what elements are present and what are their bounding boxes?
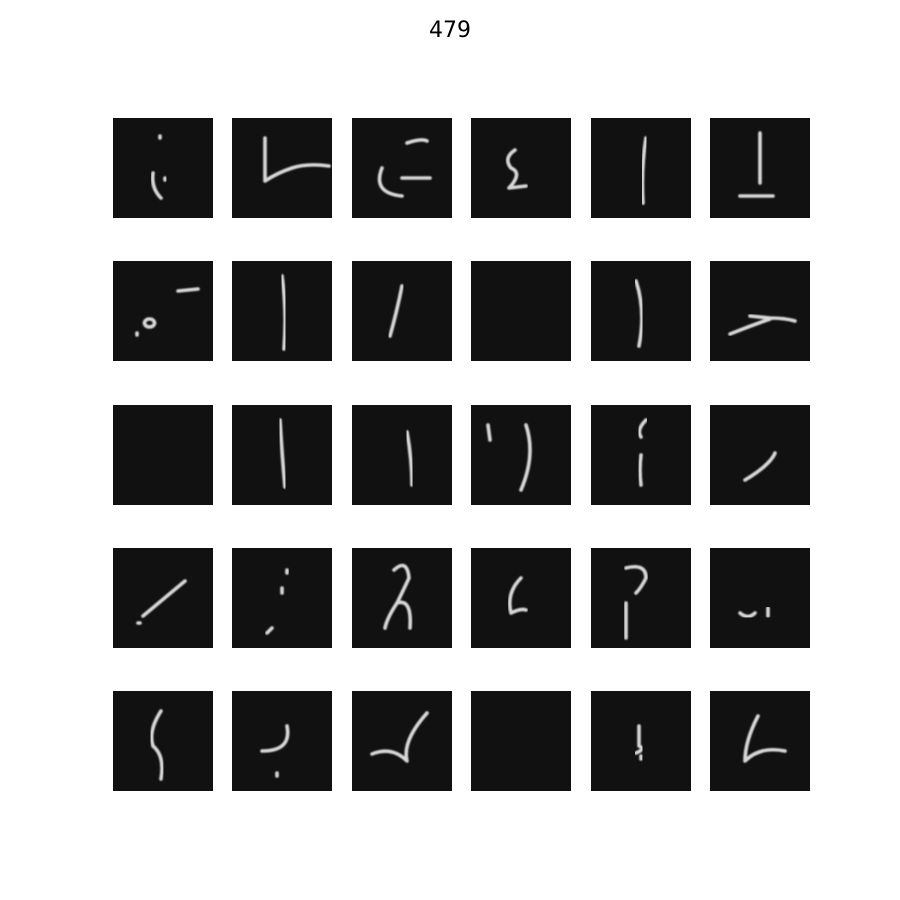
digit-stroke	[388, 284, 404, 338]
sample-tile	[591, 548, 691, 648]
sample-tile	[113, 405, 213, 505]
tile-background	[710, 405, 810, 505]
tile-background	[710, 261, 810, 361]
digit-stroke	[383, 563, 413, 630]
sample-tile	[710, 261, 810, 361]
tile-background	[591, 691, 691, 791]
tile-background	[232, 548, 332, 648]
figure-title: 479	[429, 18, 471, 43]
sample-tile	[113, 261, 213, 361]
sample-tile	[352, 118, 452, 218]
sample-tile	[471, 261, 571, 361]
sample-tile	[710, 548, 810, 648]
digit-stroke	[370, 711, 429, 763]
digit-stroke	[743, 451, 777, 482]
digit-stroke	[634, 279, 644, 348]
sample-tile	[591, 261, 691, 361]
digit-stroke	[728, 314, 797, 336]
digit-stroke	[280, 274, 287, 351]
tile-background	[352, 118, 452, 218]
sample-tile	[591, 118, 691, 218]
tile-background	[113, 405, 213, 505]
sample-tile	[352, 548, 452, 648]
tile-background	[352, 405, 452, 505]
tile-background	[471, 548, 571, 648]
sample-tile	[471, 548, 571, 648]
sample-tile	[710, 405, 810, 505]
tile-background	[113, 261, 213, 361]
sample-tile	[352, 691, 452, 791]
digit-stroke	[738, 606, 770, 619]
tile-background	[591, 118, 691, 218]
sample-tile	[113, 691, 213, 791]
digit-stroke	[640, 136, 648, 205]
tile-background	[352, 691, 452, 791]
sample-tile	[113, 548, 213, 648]
digit-stroke	[135, 287, 200, 337]
sample-tile	[232, 548, 332, 648]
sample-tile	[113, 118, 213, 218]
sample-tile	[710, 691, 810, 791]
tile-background	[710, 691, 810, 791]
sample-tile	[710, 118, 810, 218]
tile-background	[591, 548, 691, 648]
digit-stroke	[405, 430, 414, 487]
digit-stroke	[278, 418, 287, 489]
digit-stroke	[265, 568, 289, 635]
sample-grid	[113, 118, 810, 791]
tile-background	[352, 261, 452, 361]
sample-tile	[232, 261, 332, 361]
sample-tile	[352, 261, 452, 361]
sample-tile	[591, 405, 691, 505]
digit-stroke	[260, 724, 290, 778]
sample-tile	[232, 405, 332, 505]
sample-tile	[471, 405, 571, 505]
tile-background	[471, 118, 571, 218]
digit-stroke	[738, 131, 775, 198]
digit-stroke	[624, 564, 648, 640]
digit-stroke	[136, 579, 187, 625]
tile-background	[352, 548, 452, 648]
tile-background	[232, 118, 332, 218]
digit-stroke	[150, 134, 167, 200]
sample-tile	[471, 691, 571, 791]
tile-background	[232, 691, 332, 791]
tile-background	[113, 118, 213, 218]
sample-tile	[232, 118, 332, 218]
digit-stroke	[486, 423, 532, 492]
digit-stroke	[637, 418, 648, 487]
tile-background	[710, 548, 810, 648]
tile-background	[471, 691, 571, 791]
sample-tile	[352, 405, 452, 505]
digit-stroke	[634, 724, 644, 761]
sample-tile	[591, 691, 691, 791]
digit-stroke	[743, 714, 787, 763]
sample-tile	[232, 691, 332, 791]
sample-tile	[471, 118, 571, 218]
digit-stroke	[263, 136, 331, 183]
digit-stroke	[377, 138, 432, 198]
digit-stroke	[506, 148, 528, 190]
digit-stroke	[149, 709, 164, 781]
digit-stroke	[507, 576, 528, 615]
